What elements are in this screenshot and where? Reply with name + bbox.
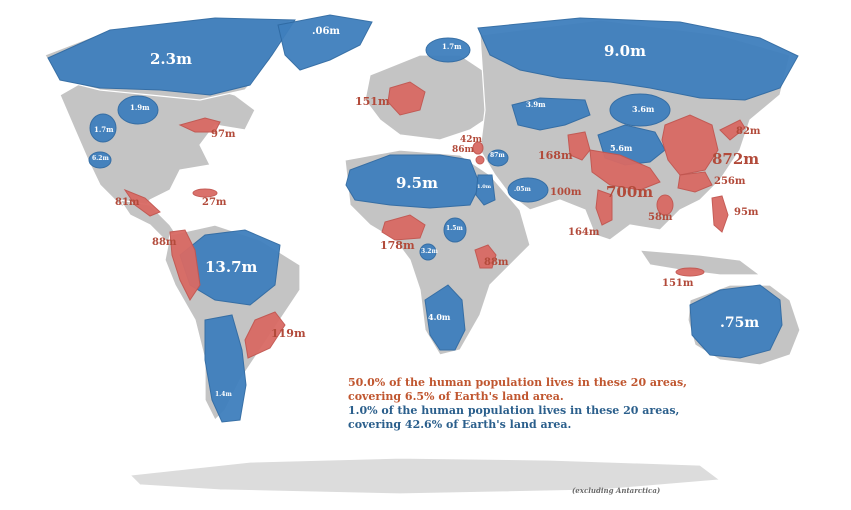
south-china-dense-region [677,171,713,193]
label-canada-a: 1.9m [130,103,150,112]
label-scandinavia: 1.7m [442,42,462,51]
label-china-dense: 872m [712,150,760,168]
us-west-region [88,151,112,169]
label-canada-b: 1.7m [94,125,114,134]
label-greenland: 2.3m [150,50,192,68]
greenland-region [47,17,296,96]
patagonia-region [204,314,247,423]
sinai-region [487,149,509,167]
andes-dense-region [169,229,201,301]
thailand-dense-region [656,194,674,216]
label-tibet: 5.6m [610,143,633,153]
label-kazakhstan: 3.9m [526,100,546,109]
legend-dense-line2: covering 6.5% of Earth's land area. [348,390,564,403]
amazon-region [179,229,281,306]
label-sahara: 9.5m [396,174,438,192]
label-andes-dense: 88m [152,237,177,248]
label-congo-a: 1.5m [446,225,463,232]
label-australia: .75m [720,315,760,331]
label-arabia: .05m [514,186,531,193]
label-thailand-dense: 58m [648,212,673,223]
label-us-east-dense: 97m [211,129,236,140]
sparse-regions [47,14,799,423]
us-east-dense-region [178,117,221,133]
label-pakistan-dense: 168m [538,149,573,162]
svalbard-region [277,14,373,71]
label-sinai: 87m [490,152,505,159]
label-south-india-dense: 164m [568,227,600,238]
levant-dense-region [475,155,485,165]
label-west-africa-dense: 178m [380,239,415,252]
label-caribbean-dense: 27m [202,197,227,208]
label-brazil-coast-dense: 119m [271,327,306,340]
west-africa-dense-region [381,214,426,241]
arabia-region [507,177,549,203]
legend-dense: 50.0% of the human population lives in t… [348,376,687,404]
dense-regions [123,81,746,359]
japan-dense-region [719,119,746,141]
label-mongolia: 3.6m [632,104,655,114]
label-east-africa-dense: 88m [484,257,509,268]
nile-dense-region [472,141,484,155]
india-dense-region [589,149,661,191]
label-mexico-dense: 81m [115,197,140,208]
label-egypt-desert: 1.0m [477,184,491,190]
australia-region [689,284,783,359]
indonesia-land [638,249,762,276]
label-philippines-dense: 95m [734,207,759,218]
legend-sparse-line2: covering 42.6% of Earth's land area. [348,418,572,431]
label-levant-dense: 86m [452,145,475,155]
legend-sparse: 1.0% of the human population lives in th… [348,404,679,432]
congo-region-a [443,217,467,243]
south-india-dense-region [595,189,613,226]
legend-dense-line1: 50.0% of the human population lives in t… [348,376,687,389]
mexico-dense-region [123,188,161,217]
siberia-region [477,17,799,101]
label-us-west: 6.2m [92,155,109,162]
label-ganges-dense: 700m [606,183,654,201]
pakistan-dense-region [567,131,591,161]
east-africa-dense-region [474,244,497,269]
antarctica-land [128,457,722,495]
label-japan-dense: 82m [736,126,761,137]
kazakhstan-region [511,97,591,131]
caribbean-dense-region [192,188,218,198]
label-svalbard: .06m [312,26,340,37]
scandinavia-region [425,37,471,63]
java-dense-region [675,267,705,277]
label-java-dense: 151m [662,278,694,289]
brazil-coast-dense-region [244,311,286,359]
canada-region-b [89,113,117,143]
europe-dense-region [387,81,426,116]
kalahari-region [424,284,466,351]
label-nile-dense: 42m [460,135,483,145]
philippines-dense-region [711,195,729,233]
label-kalahari: 4.0m [428,312,451,322]
egypt-desert-region [475,174,496,206]
sahara-region [345,154,481,209]
label-indus-dense: 100m [550,187,582,198]
label-congo-b: 3.2m [421,248,438,255]
label-europe-dense: 151m [355,95,390,108]
label-south-china-dense: 256m [714,176,746,187]
legend-sparse-line1: 1.0% of the human population lives in th… [348,404,680,417]
label-siberia: 9.0m [604,42,646,60]
congo-region-b [419,243,437,261]
label-amazon: 13.7m [205,258,258,276]
mongolia-region [609,93,671,127]
canada-region-a [117,95,159,125]
china-dense-region [661,114,719,176]
label-patagonia: 1.4m [215,391,232,398]
footnote: (excluding Antarctica) [572,486,661,495]
